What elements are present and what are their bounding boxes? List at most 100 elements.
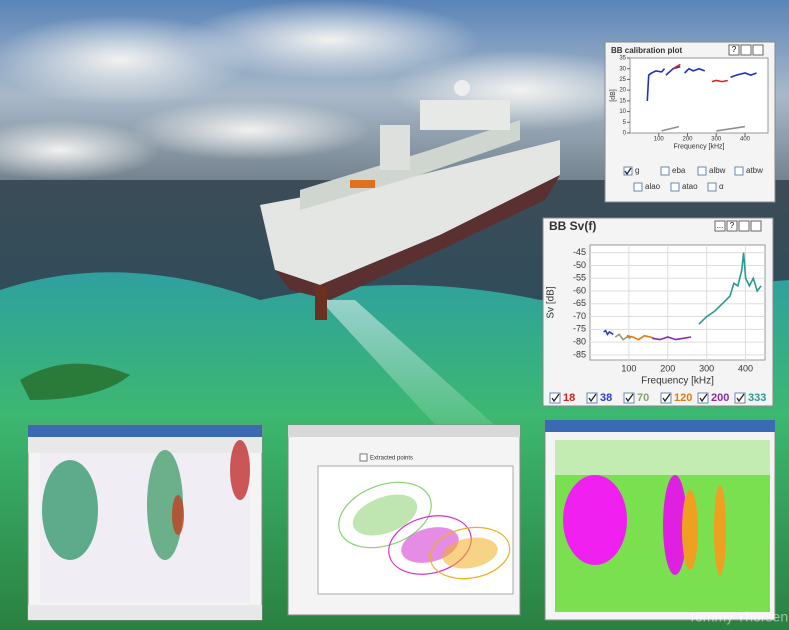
watermark: Tommy Thorsen [688,609,788,625]
window [544,419,776,621]
y-tick-label: -60 [573,285,586,295]
ship [260,80,560,320]
menu-bar [28,437,262,453]
window-button-label: ? [730,221,735,230]
window [27,424,263,621]
x-tick-label: 300 [711,137,722,143]
window-button[interactable] [750,220,762,232]
legend-label: 18 [563,392,575,404]
window-button[interactable] [752,44,764,56]
x-tick-label: 100 [621,363,636,373]
checkbox[interactable] [670,182,680,192]
echogram-region [230,440,250,500]
cluster-ellipse [388,515,472,575]
x-tick-label: 100 [654,137,665,143]
data-line [626,334,655,341]
y-tick-label: 0 [623,131,627,137]
y-tick-label: -45 [573,247,586,257]
cluster [352,494,418,536]
checkbox-check [736,393,745,403]
checkbox-check [588,393,597,403]
legend-label: 70 [637,392,649,404]
checkbox-label: alao [645,182,661,191]
checkbox[interactable] [623,166,633,176]
window-button-label: ... [717,221,724,230]
y-tick-label: -50 [573,260,586,270]
echogram-region [714,485,726,575]
window-button[interactable] [738,220,750,232]
legend-checkbox[interactable] [697,392,709,404]
legend-checkbox[interactable] [549,392,561,404]
cluster-ellipse [338,481,432,549]
y-tick-label: -80 [573,336,586,346]
checkbox[interactable] [734,166,744,176]
legend-checkbox[interactable] [623,392,635,404]
checkbox-label: atbw [746,166,763,175]
data-line [698,252,762,325]
scatter-plot [317,465,514,595]
data-line [614,333,632,341]
legend-checkbox[interactable] [734,392,746,404]
checkbox-label: g [635,166,639,175]
window-button[interactable] [728,44,740,56]
checkbox[interactable] [359,453,368,462]
echogram-region [42,460,98,560]
window-button[interactable] [714,220,726,232]
plot-area [589,244,766,361]
x-axis-label: Frequency [kHz] [641,375,714,386]
legend-checkbox[interactable] [586,392,598,404]
y-tick-label: 25 [619,77,626,83]
window: BB calibration plot ? 0 5 10 15 20 25 30 35 100 200… [604,41,776,203]
checkbox-label: atao [682,182,698,191]
y-tick-label: 20 [619,88,626,94]
seabed-hill [20,363,130,400]
data-line [661,125,746,132]
x-tick-label: 300 [699,363,714,373]
echogram-region [147,450,183,560]
cluster-ellipse [429,526,511,580]
echogram-region [663,475,687,575]
window-title: BB calibration plot [611,46,682,55]
y-tick-label: 10 [619,109,626,115]
checkbox[interactable] [633,182,643,192]
echogram-region [682,490,698,570]
y-tick-label: 15 [619,98,626,104]
checkbox[interactable] [697,166,707,176]
legend-label: 38 [600,392,612,404]
window-button[interactable] [726,220,738,232]
y-axis-label: [dB] [610,89,617,102]
title-bar [545,420,775,432]
x-tick-label: 200 [660,363,675,373]
checkbox-check [624,167,632,176]
title-bar [28,425,262,437]
window: Extracted points [287,424,521,616]
x-tick-label: 400 [738,363,753,373]
data-line [672,63,728,83]
checkbox-check [699,393,708,403]
y-tick-label: 5 [623,120,627,126]
cluster [442,537,498,569]
checkbox-check [662,393,671,403]
window-button[interactable] [740,44,752,56]
legend-checkbox[interactable] [660,392,672,404]
data-line [603,329,614,336]
checkbox-label: Extracted points [370,456,413,462]
checkbox[interactable] [660,166,670,176]
y-axis-label: Sv [dB] [546,286,557,318]
checkbox-check [625,393,634,403]
window-title: BB Sv(f) [549,219,596,233]
plot-area [629,57,769,134]
status-bar [28,605,262,620]
y-tick-label: 35 [619,56,626,62]
y-tick-label: -55 [573,273,586,283]
checkbox-label: α [719,182,724,191]
y-tick-label: -85 [573,349,586,359]
legend-label: 200 [711,392,729,404]
echogram-region [172,495,184,535]
legend-label: 120 [674,392,692,404]
echogram-region [563,475,627,565]
checkbox[interactable] [707,182,717,192]
x-tick-label: 400 [740,137,751,143]
window: BB Sv(f)... ? -45 -50 -55 -60 -65 -70 -75 -80 -85 1… [542,217,774,407]
